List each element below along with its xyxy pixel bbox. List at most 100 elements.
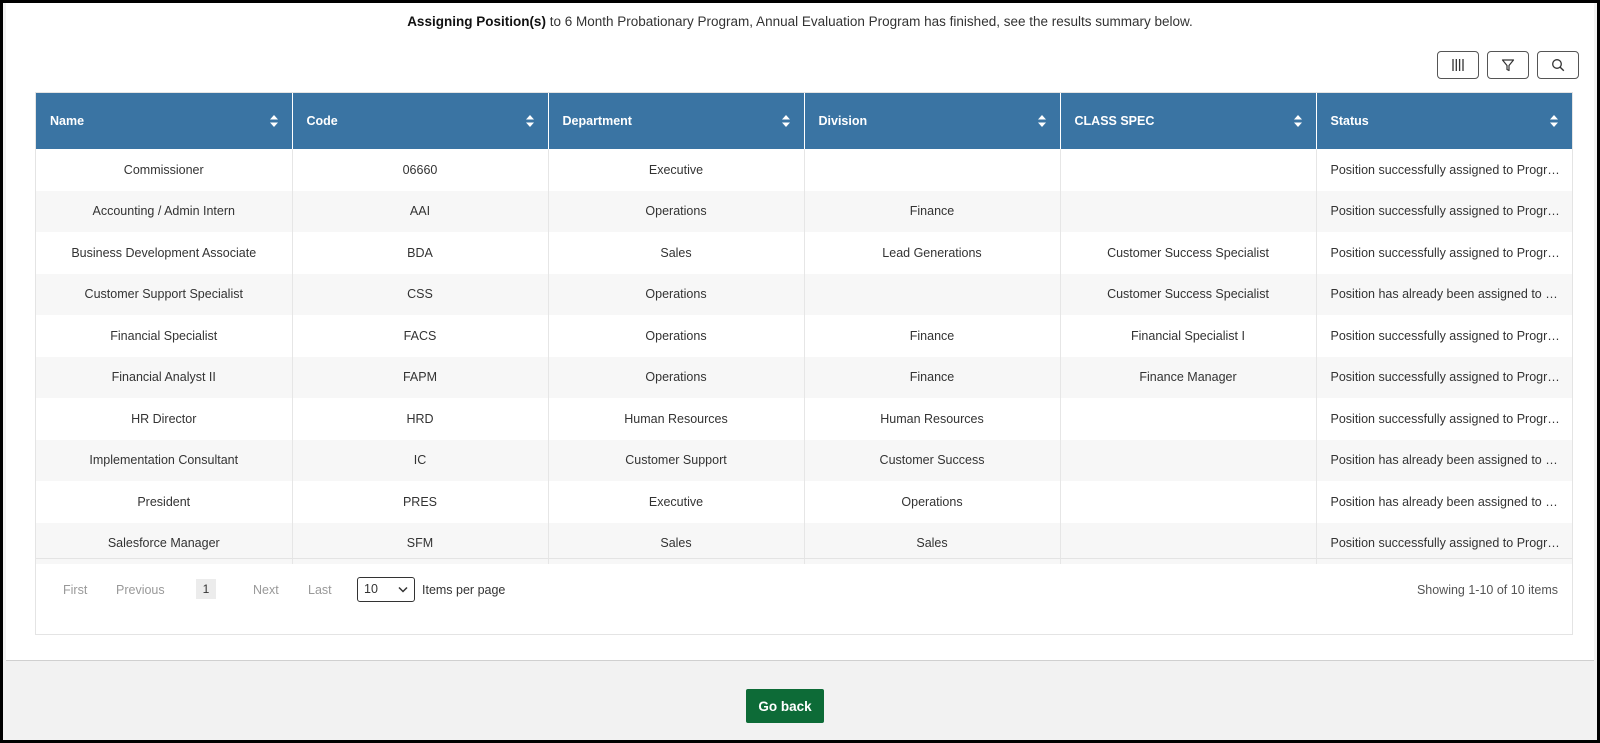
results-summary-message: Assigning Position(s) to 6 Month Probati… xyxy=(6,14,1594,29)
table-cell-name: HR Director xyxy=(36,398,293,440)
table-cell-code: CSS xyxy=(292,273,549,315)
columns-icon xyxy=(1452,59,1464,71)
columns-button[interactable] xyxy=(1437,51,1479,79)
table-row[interactable]: Salesforce Manager SFM Sales Sales Position … xyxy=(36,522,1572,564)
table-cell-status: Position has already been assigned to Pr… xyxy=(1330,494,1568,509)
results-panel: Assigning Position(s) to 6 Month Probati… xyxy=(6,3,1594,661)
table-cell-class-spec xyxy=(1060,481,1317,523)
table-cell-name: Commissioner xyxy=(36,149,293,191)
table-row[interactable]: Business Development Associate BDA Sales Le… xyxy=(36,232,1572,274)
table-cell-name: Business Development Associate xyxy=(36,232,293,274)
filter-button[interactable] xyxy=(1487,51,1529,79)
table-cell-name: Financial Specialist xyxy=(36,315,293,357)
table-cell-department: Customer Support xyxy=(548,439,805,481)
search-icon xyxy=(1552,59,1565,72)
table-cell-name: Customer Support Specialist xyxy=(36,273,293,315)
header-row: Name Code Department Division CLASS SPEC Stat… xyxy=(36,93,1572,149)
column-header-class-spec[interactable]: CLASS SPEC xyxy=(1060,93,1317,149)
table-cell-name: Salesforce Manager xyxy=(36,522,293,564)
table-cell-division: Finance xyxy=(804,315,1061,357)
sort-icon xyxy=(525,115,534,127)
table-cell-status: Position successfully assigned to Progra… xyxy=(1330,328,1565,343)
table-cell-division: Finance xyxy=(804,190,1061,232)
table-row[interactable]: HR Director HRD Human Resources Human Resou… xyxy=(36,398,1572,440)
table-cell-department: Human Resources xyxy=(548,398,805,440)
table-cell-code: 06660 xyxy=(292,149,549,191)
table-cell-class-spec: Customer Success Specialist xyxy=(1060,232,1317,274)
filter-icon xyxy=(1501,59,1515,72)
table-body: Commissioner 06660 Executive Position succe… xyxy=(36,149,1572,564)
table-cell-department: Operations xyxy=(548,190,805,232)
table-cell-class-spec: Finance Manager xyxy=(1060,356,1317,398)
table-cell-code: AAI xyxy=(292,190,549,232)
column-header-division[interactable]: Division xyxy=(804,93,1061,149)
sort-icon xyxy=(781,115,790,127)
table-cell-class-spec: Financial Specialist I xyxy=(1060,315,1317,357)
table-cell-status: Position successfully assigned to Progra… xyxy=(1330,162,1565,177)
table-row[interactable]: Financial Analyst II FAPM Operations Financ… xyxy=(36,356,1572,398)
table-cell-status: Position successfully assigned to Progra… xyxy=(1316,522,1572,564)
items-per-page-value: 10 xyxy=(364,582,378,596)
table-cell-division: Operations xyxy=(804,481,1061,523)
chevron-down-icon xyxy=(398,586,408,593)
table-cell-department: Operations xyxy=(548,356,805,398)
table-cell-department: Operations xyxy=(548,315,805,357)
next-page-link[interactable]: Next xyxy=(253,583,279,597)
table-cell-division: Sales xyxy=(804,522,1061,564)
sort-icon xyxy=(269,115,278,127)
last-page-link[interactable]: Last xyxy=(308,583,332,597)
current-page-number[interactable]: 1 xyxy=(196,579,216,599)
table-row[interactable]: Implementation Consultant IC Customer Supp… xyxy=(36,439,1572,481)
table-cell-division: Customer Success xyxy=(804,439,1061,481)
column-header-label: Status xyxy=(1330,114,1369,128)
table-row[interactable]: President PRES Executive Operations Position… xyxy=(36,481,1572,523)
results-grid: Name Code Department Division CLASS SPEC Stat… xyxy=(35,92,1573,635)
table-cell-status: Position successfully assigned to Progra… xyxy=(1330,411,1565,426)
sort-icon xyxy=(1550,115,1558,127)
table-cell-code: SFM xyxy=(292,522,549,564)
table-cell-department: Operations xyxy=(548,273,805,315)
table-cell-name: Accounting / Admin Intern xyxy=(36,190,293,232)
column-header-code[interactable]: Code xyxy=(292,93,549,149)
table-cell-department: Executive xyxy=(548,481,805,523)
table-cell-status: Position successfully assigned to Progra… xyxy=(1330,245,1565,260)
table-cell-class-spec: Customer Success Specialist xyxy=(1060,273,1317,315)
showing-items-count: Showing 1-10 of 10 items xyxy=(1416,583,1558,597)
table-row[interactable]: Financial Specialist FACS Operations Financ… xyxy=(36,315,1572,357)
sort-icon xyxy=(1293,115,1302,127)
items-per-page-select[interactable]: 10 xyxy=(357,577,415,602)
column-header-label: CLASS SPEC xyxy=(1074,114,1155,128)
table-cell-code: BDA xyxy=(292,232,549,274)
table-cell-department: Sales xyxy=(548,522,805,564)
table-row[interactable]: Commissioner 06660 Executive Position succe… xyxy=(36,149,1572,191)
table-cell-division xyxy=(804,273,1061,315)
table-cell-class-spec xyxy=(1060,190,1317,232)
grid-toolbar xyxy=(1437,51,1579,79)
first-page-link[interactable]: First xyxy=(63,583,88,597)
table-cell-department: Executive xyxy=(548,149,805,191)
column-header-name[interactable]: Name xyxy=(36,93,293,149)
column-header-label: Name xyxy=(50,114,85,128)
table-cell-status: Position has already been assigned to Pr… xyxy=(1316,273,1572,315)
table-cell-status: Position successfully assigned to Progra… xyxy=(1316,356,1572,398)
table-cell-code: FAPM xyxy=(292,356,549,398)
column-header-department[interactable]: Department xyxy=(548,93,805,149)
previous-page-link[interactable]: Previous xyxy=(116,583,165,597)
table-cell-code: PRES xyxy=(292,481,549,523)
table-cell-division xyxy=(804,149,1061,191)
table-cell-division: Finance xyxy=(804,356,1061,398)
column-header-label: Division xyxy=(818,114,868,128)
table-cell-division: Lead Generations xyxy=(804,232,1061,274)
items-per-page-label: Items per page xyxy=(422,583,506,597)
table-row[interactable]: Accounting / Admin Intern AAI Operations Fi… xyxy=(36,190,1572,232)
table-cell-code: HRD xyxy=(292,398,549,440)
go-back-button[interactable]: Go back xyxy=(746,689,824,723)
search-button[interactable] xyxy=(1537,51,1579,79)
column-header-status[interactable]: Status xyxy=(1316,93,1572,149)
table-cell-class-spec xyxy=(1060,149,1317,191)
table-row[interactable]: Customer Support Specialist CSS Operations… xyxy=(36,273,1572,315)
summary-text: to 6 Month Probationary Program, Annual … xyxy=(545,14,1193,29)
pagination-bar: First Previous 1 Next Last 10 Items per … xyxy=(36,558,1572,637)
table-cell-status: Position successfully assigned to Progra… xyxy=(1316,190,1572,232)
summary-bold-text: Assigning Position(s) xyxy=(407,14,546,29)
